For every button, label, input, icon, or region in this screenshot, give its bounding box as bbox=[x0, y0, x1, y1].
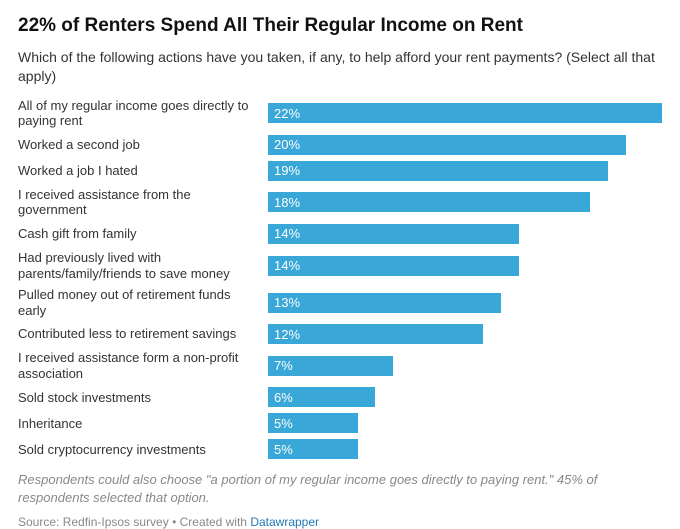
bar-track: 14% bbox=[268, 256, 662, 276]
bar-value: 22% bbox=[268, 106, 300, 121]
row-label: Worked a job I hated bbox=[18, 163, 268, 179]
row-label: Inheritance bbox=[18, 416, 268, 432]
chart-row: Contributed less to retirement savings12… bbox=[18, 324, 662, 344]
datawrapper-link[interactable]: Datawrapper bbox=[250, 515, 319, 529]
bar: 12% bbox=[268, 324, 483, 344]
bar: 13% bbox=[268, 293, 501, 313]
bar: 14% bbox=[268, 224, 519, 244]
bar-value: 12% bbox=[268, 327, 300, 342]
bar-track: 5% bbox=[268, 413, 662, 433]
bar-track: 7% bbox=[268, 356, 662, 376]
bar-value: 20% bbox=[268, 137, 300, 152]
row-label: I received assistance from the governmen… bbox=[18, 187, 268, 218]
row-label: I received assistance form a non-profit … bbox=[18, 350, 268, 381]
bar-track: 19% bbox=[268, 161, 662, 181]
row-label: Sold cryptocurrency investments bbox=[18, 442, 268, 458]
bar-value: 18% bbox=[268, 195, 300, 210]
bar: 19% bbox=[268, 161, 608, 181]
bar-track: 13% bbox=[268, 293, 662, 313]
bar: 20% bbox=[268, 135, 626, 155]
bar-chart: All of my regular income goes directly t… bbox=[18, 98, 662, 460]
chart-row: Worked a second job20% bbox=[18, 135, 662, 155]
bar-value: 19% bbox=[268, 163, 300, 178]
bar-track: 5% bbox=[268, 439, 662, 459]
row-label: Had previously lived with parents/family… bbox=[18, 250, 268, 281]
bar: 5% bbox=[268, 439, 358, 459]
chart-row: Sold stock investments6% bbox=[18, 387, 662, 407]
bar-value: 5% bbox=[268, 442, 293, 457]
bar: 14% bbox=[268, 256, 519, 276]
chart-footnote: Respondents could also choose "a portion… bbox=[18, 471, 662, 506]
bar-value: 14% bbox=[268, 258, 300, 273]
bar-value: 6% bbox=[268, 390, 293, 405]
chart-source: Source: Redfin-Ipsos survey • Created wi… bbox=[18, 515, 662, 529]
chart-row: Cash gift from family14% bbox=[18, 224, 662, 244]
bar: 7% bbox=[268, 356, 393, 376]
bar-track: 12% bbox=[268, 324, 662, 344]
chart-row: All of my regular income goes directly t… bbox=[18, 98, 662, 129]
chart-row: Had previously lived with parents/family… bbox=[18, 250, 662, 281]
row-label: Worked a second job bbox=[18, 137, 268, 153]
bar: 5% bbox=[268, 413, 358, 433]
chart-row: Inheritance5% bbox=[18, 413, 662, 433]
bar: 18% bbox=[268, 192, 590, 212]
chart-subtitle: Which of the following actions have you … bbox=[18, 48, 662, 86]
chart-row: I received assistance form a non-profit … bbox=[18, 350, 662, 381]
bar-track: 22% bbox=[268, 103, 662, 123]
bar: 22% bbox=[268, 103, 662, 123]
chart-title: 22% of Renters Spend All Their Regular I… bbox=[18, 14, 662, 38]
bar-track: 6% bbox=[268, 387, 662, 407]
row-label: Pulled money out of retirement funds ear… bbox=[18, 287, 268, 318]
chart-row: I received assistance from the governmen… bbox=[18, 187, 662, 218]
row-label: Cash gift from family bbox=[18, 226, 268, 242]
row-label: Sold stock investments bbox=[18, 390, 268, 406]
bar-track: 20% bbox=[268, 135, 662, 155]
bar-track: 18% bbox=[268, 192, 662, 212]
chart-row: Worked a job I hated19% bbox=[18, 161, 662, 181]
source-text: Source: Redfin-Ipsos survey • Created wi… bbox=[18, 515, 250, 529]
bar-value: 5% bbox=[268, 416, 293, 431]
bar-value: 7% bbox=[268, 358, 293, 373]
bar-track: 14% bbox=[268, 224, 662, 244]
row-label: All of my regular income goes directly t… bbox=[18, 98, 268, 129]
row-label: Contributed less to retirement savings bbox=[18, 326, 268, 342]
bar-value: 13% bbox=[268, 295, 300, 310]
chart-row: Pulled money out of retirement funds ear… bbox=[18, 287, 662, 318]
chart-row: Sold cryptocurrency investments5% bbox=[18, 439, 662, 459]
bar: 6% bbox=[268, 387, 375, 407]
bar-value: 14% bbox=[268, 226, 300, 241]
